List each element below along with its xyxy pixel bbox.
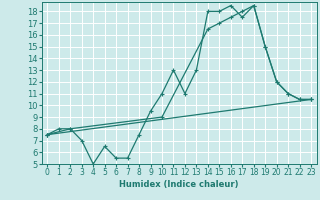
X-axis label: Humidex (Indice chaleur): Humidex (Indice chaleur) (119, 180, 239, 189)
